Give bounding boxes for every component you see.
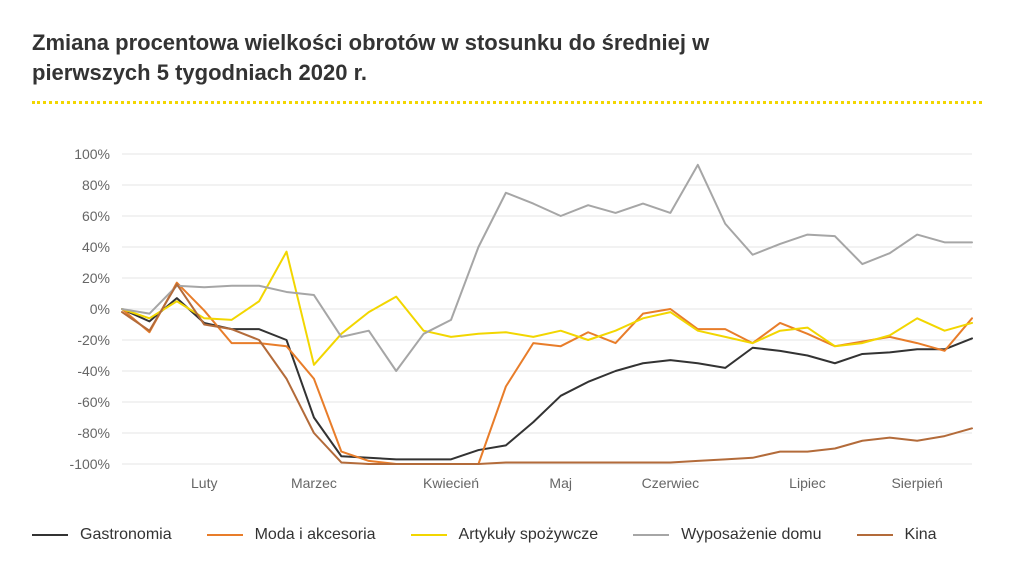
legend-item: Gastronomia bbox=[32, 526, 172, 544]
x-tick-label: Sierpień bbox=[891, 475, 942, 491]
legend-item: Moda i akcesoria bbox=[207, 526, 376, 544]
legend-item: Kina bbox=[857, 526, 937, 544]
legend-swatch bbox=[633, 534, 669, 536]
y-tick-label: 20% bbox=[82, 270, 110, 286]
x-tick-label: Marzec bbox=[291, 475, 337, 491]
line-chart-svg: -100% -80% -60% -40% -20% 0% 20% 40% 60% 80% 100% L… bbox=[32, 144, 982, 504]
legend-swatch bbox=[32, 534, 68, 536]
series-gastronomia bbox=[122, 299, 972, 460]
x-tick-label: Kwiecień bbox=[423, 475, 479, 491]
legend-swatch bbox=[857, 534, 893, 536]
y-tick-label: -80% bbox=[77, 425, 110, 441]
page-title: Zmiana procentowa wielkości obrotów w st… bbox=[32, 28, 812, 87]
title-divider bbox=[32, 101, 982, 104]
series-spozywcze bbox=[122, 252, 972, 365]
y-tick-label: 0% bbox=[90, 301, 110, 317]
legend-label: Gastronomia bbox=[80, 526, 172, 544]
y-tick-label: 40% bbox=[82, 239, 110, 255]
legend-item: Artykuły spożywcze bbox=[411, 526, 599, 544]
turnover-chart: -100% -80% -60% -40% -20% 0% 20% 40% 60% 80% 100% L… bbox=[32, 144, 982, 504]
x-tick-label: Maj bbox=[549, 475, 572, 491]
y-tick-label: -100% bbox=[70, 456, 110, 472]
x-tick-label: Czerwiec bbox=[642, 475, 700, 491]
legend-item: Wyposażenie domu bbox=[633, 526, 821, 544]
series-kina bbox=[122, 285, 972, 465]
x-tick-label: Lipiec bbox=[789, 475, 826, 491]
legend-label: Artykuły spożywcze bbox=[459, 526, 599, 544]
x-tick-label: Luty bbox=[191, 475, 217, 491]
y-tick-label: -20% bbox=[77, 332, 110, 348]
legend-swatch bbox=[207, 534, 243, 536]
y-tick-label: 80% bbox=[82, 177, 110, 193]
y-tick-label: 60% bbox=[82, 208, 110, 224]
legend-label: Wyposażenie domu bbox=[681, 526, 821, 544]
series-moda bbox=[122, 283, 972, 464]
legend-label: Moda i akcesoria bbox=[255, 526, 376, 544]
legend-label: Kina bbox=[905, 526, 937, 544]
y-tick-label: -40% bbox=[77, 363, 110, 379]
y-tick-label: 100% bbox=[74, 146, 110, 162]
y-tick-label: -60% bbox=[77, 394, 110, 410]
legend: Gastronomia Moda i akcesoria Artykuły spoż… bbox=[32, 526, 982, 544]
legend-swatch bbox=[411, 534, 447, 536]
